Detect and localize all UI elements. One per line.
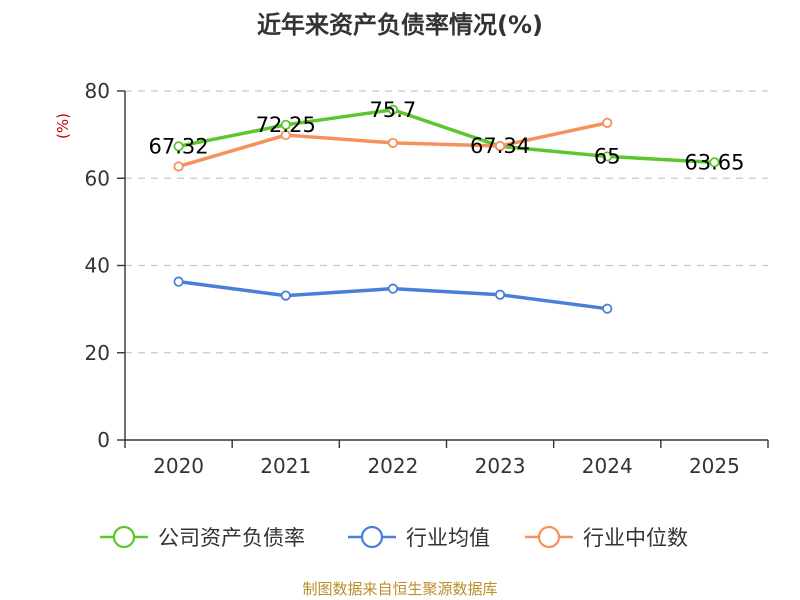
x-tick-label: 2022 (367, 454, 418, 478)
data-point (602, 117, 613, 128)
legend-label: 行业均值 (406, 526, 490, 550)
legend-item-2[interactable]: 行业中位数 (525, 525, 688, 550)
data-point (387, 283, 399, 294)
chart-title: 近年来资产负债率情况(%) (257, 11, 543, 39)
y-tick-label: 60 (85, 166, 110, 190)
x-tick-label: 2023 (475, 454, 526, 478)
series-lines (173, 104, 720, 314)
y-tick-label: 40 (85, 254, 110, 278)
legend-marker-swatch (112, 525, 136, 549)
y-axis-unit: (%) (54, 113, 72, 139)
data-point (709, 157, 720, 168)
x-tick-label: 2020 (153, 454, 204, 478)
legend-marker-swatch (537, 525, 561, 549)
data-point (173, 276, 184, 287)
y-tick-label: 20 (85, 341, 110, 365)
data-point (602, 303, 613, 314)
data-point (494, 289, 506, 300)
gridlines (125, 90, 768, 354)
data-label: 67.32 (149, 134, 209, 158)
series-line-0 (178, 108, 715, 165)
x-tick-label: 2025 (689, 454, 740, 478)
data-point (173, 141, 184, 152)
source-note: 制图数据来自恒生聚源数据库 (302, 580, 497, 598)
legend-marker-swatch (360, 525, 384, 549)
legend-item-1[interactable]: 行业均值 (348, 525, 490, 550)
data-label: 65 (594, 144, 621, 168)
y-tick-label: 0 (97, 428, 110, 452)
legend-item-0[interactable]: 公司资产负债率 (100, 525, 305, 550)
axes: 0 20 40 60 80 2020 2021 2022 2023 2024 2025 (85, 79, 769, 478)
data-label: 72.25 (256, 113, 316, 137)
data-point (602, 151, 613, 162)
data-point (280, 129, 291, 141)
data-point (173, 161, 184, 172)
x-tick-label: 2021 (260, 454, 311, 478)
data-labels: 67.32 72.25 75.7 67.34 65 63.65 (149, 98, 745, 175)
data-point (387, 137, 399, 149)
data-point (280, 290, 291, 301)
legend-label: 公司资产负债率 (158, 526, 305, 550)
data-point (494, 140, 506, 152)
x-tick-label: 2024 (582, 454, 633, 478)
legend-label: 行业中位数 (583, 526, 688, 550)
data-label: 75.7 (370, 98, 417, 122)
data-label: 67.34 (470, 134, 530, 158)
legend: 公司资产负债率 行业均值 行业中位数 (100, 525, 688, 550)
data-point (387, 104, 399, 115)
data-label: 63.65 (684, 150, 744, 174)
data-point (280, 119, 291, 130)
y-tick-label: 80 (85, 79, 110, 103)
